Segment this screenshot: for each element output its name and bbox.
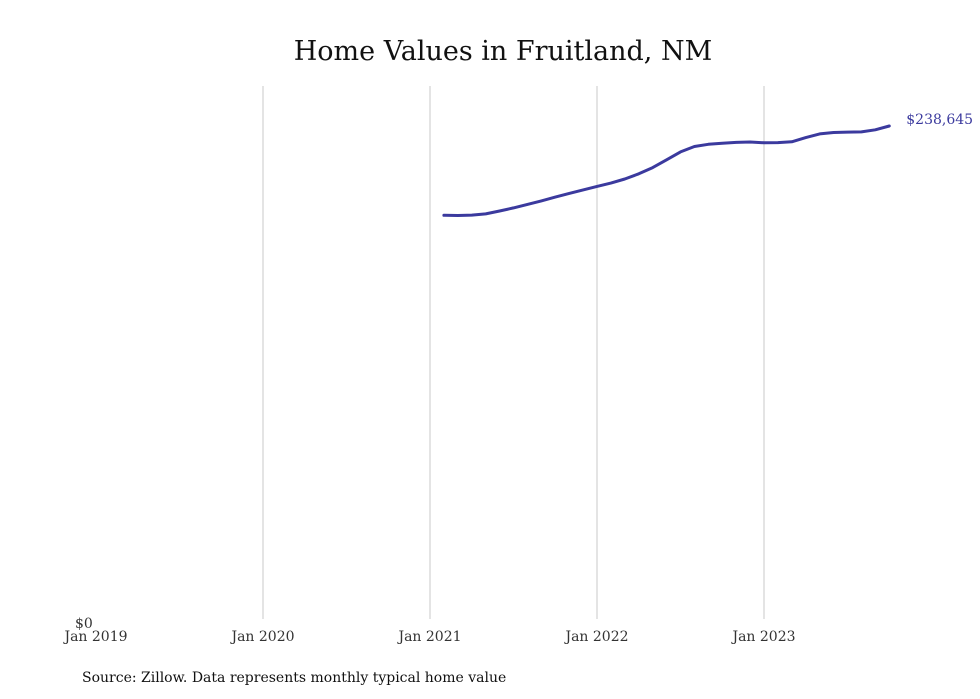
chart-title: Home Values in Fruitland, NM [294, 36, 713, 67]
series-line [442, 124, 891, 217]
x-tick-label: Jan 2019 [62, 629, 127, 645]
x-tick-label: Jan 2023 [730, 629, 795, 645]
series-layer: $238,645 [442, 112, 973, 217]
y-tick-label: $0 [75, 616, 93, 632]
axis-labels: Jan 2019 Jan 2020 Jan 2021 Jan 2022 Jan 2023… [62, 616, 795, 645]
x-tick-label: Jan 2020 [229, 629, 294, 645]
x-tick-label: Jan 2021 [396, 629, 461, 645]
source-note: Source: Zillow. Data represents monthly … [82, 670, 506, 686]
x-tick-label: Jan 2022 [563, 629, 628, 645]
end-value-label: $238,645 [906, 112, 973, 128]
gridlines [262, 86, 765, 619]
